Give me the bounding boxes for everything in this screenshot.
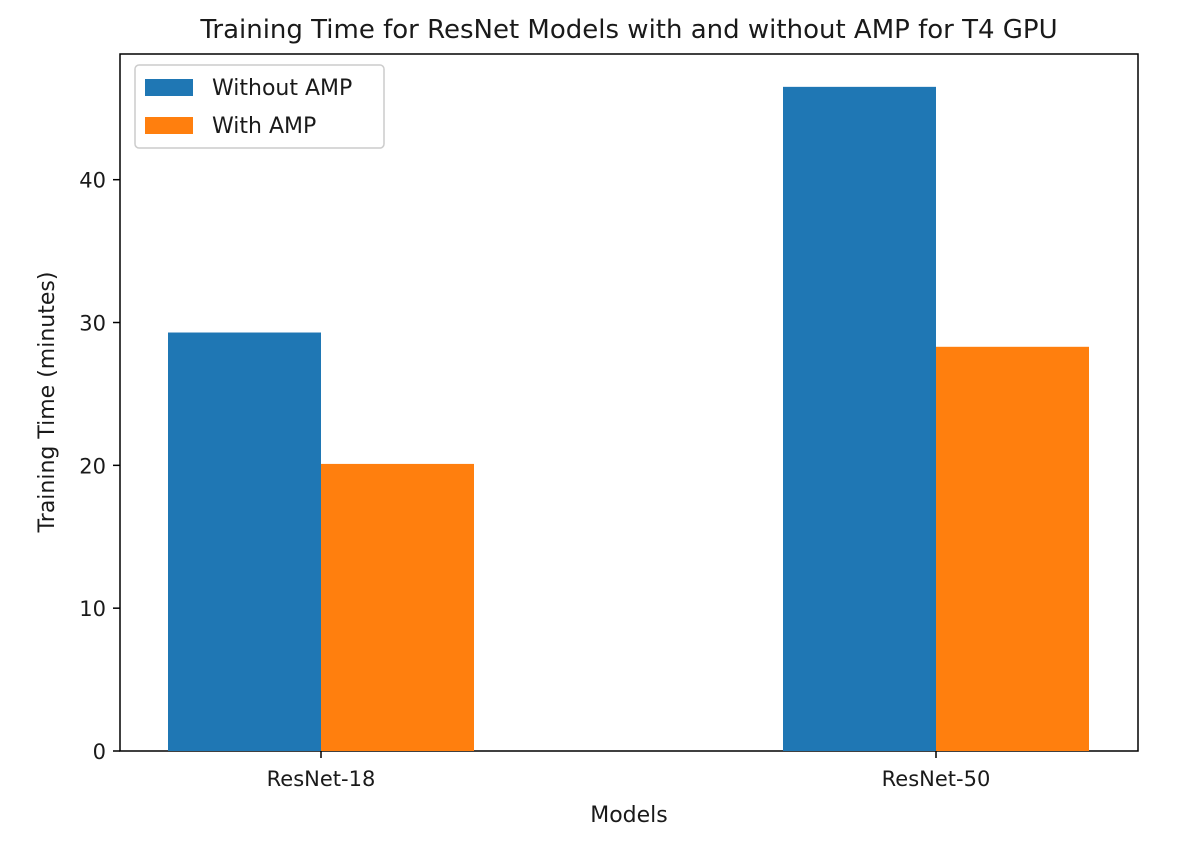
plot-area: 0 10 20 30 40 ResNet-18 ResNet-50	[79, 53, 1139, 791]
x-tick-label: ResNet-50	[882, 767, 991, 791]
bar-with-amp-resnet-50	[936, 346, 1089, 751]
bar-without-amp-resnet-18	[168, 332, 321, 751]
legend-label: With AMP	[212, 114, 316, 139]
y-tick-label: 30	[79, 312, 106, 336]
plot-frame	[119, 53, 1139, 752]
bar-with-amp-resnet-18	[321, 463, 474, 751]
y-axis-ticks: 0 10 20 30 40	[79, 169, 120, 764]
y-tick-label: 20	[79, 454, 106, 478]
bars-group	[168, 86, 1089, 752]
legend: Without AMP With AMP	[134, 64, 385, 149]
legend-swatch	[145, 117, 193, 134]
legend-label: Without AMP	[212, 76, 352, 101]
y-tick-label: 10	[79, 597, 106, 621]
x-tick-label: ResNet-18	[267, 767, 376, 791]
x-axis-ticks: ResNet-18 ResNet-50	[267, 751, 991, 791]
y-tick-label: 0	[93, 740, 106, 764]
legend-swatch	[145, 79, 193, 96]
legend-frame	[134, 64, 385, 149]
bar-without-amp-resnet-50	[783, 86, 936, 752]
chart-title: Training Time for ResNet Models with and…	[199, 15, 1057, 45]
x-axis-label: Models	[590, 803, 668, 828]
y-tick-label: 40	[79, 169, 106, 193]
y-axis-label: Training Time (minutes)	[35, 272, 60, 534]
